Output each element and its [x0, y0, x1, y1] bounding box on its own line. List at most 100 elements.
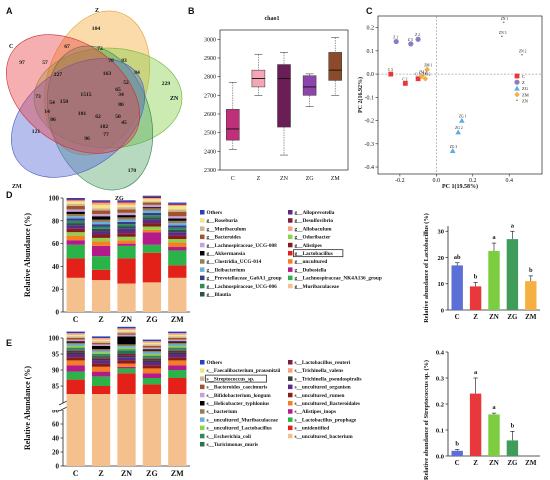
significance-letter: a — [492, 234, 496, 241]
bar-segment-s__Faecalibacterium_prausnitzii — [66, 334, 85, 337]
venn-diagram: Z C ZN ZM ZG 104 97 229 170 121 67 72 57 227 83 16… — [6, 8, 183, 202]
bar-segment-g__Lachnospiraceae_NK4A136_group — [91, 256, 111, 270]
legend-label: Others — [207, 210, 223, 216]
point-ZN: * — [501, 35, 504, 40]
bar-segment-s__bacterium — [66, 342, 85, 345]
bar-segment-s__Lactobacillus_prophage — [66, 371, 85, 380]
bar-ZN — [488, 250, 500, 310]
bar-segment-g__Desulfovibrio — [66, 199, 85, 201]
legend-swatch — [200, 433, 205, 439]
bar-segment-g__Prevotellaceae_Ga6A1_group — [91, 224, 111, 227]
venn-set-zn — [33, 47, 183, 149]
bar-segment-s__Helicobacter_typhlonius — [168, 341, 187, 343]
y-tick-label: 90 — [52, 367, 60, 375]
legend-label: g__Alloprevotella — [295, 210, 335, 216]
bar-segment-s__uncultured_Bacteroidales — [66, 360, 85, 366]
bar-segment-s__uncultured_organism — [142, 362, 162, 366]
legend-marker — [514, 79, 520, 85]
y-tick-label: 2700 — [204, 93, 216, 99]
y-tick-label: 20 — [438, 255, 445, 262]
bar-C — [451, 450, 463, 456]
bar-segment-s__Bacteroides_caecimuris — [117, 333, 136, 335]
legend-swatch — [200, 267, 205, 272]
bar-segment-g__Dubosiella — [66, 240, 85, 245]
bar-segment-s__Bacteroides_caecimuris — [91, 342, 111, 345]
venn-count: 78 — [108, 58, 114, 64]
point-label: Z 3 — [408, 38, 413, 42]
bar-segment-s__Alistipes_inops — [91, 371, 111, 377]
bar-segment-s__Faecalibacterium_prausnitzii — [142, 342, 162, 345]
point-Z — [393, 38, 399, 45]
point-ZN: * — [503, 21, 506, 26]
y-tick-label: -0.4 — [365, 165, 375, 171]
bar-segment-s__Lactobacillus_prophage — [168, 370, 187, 378]
bar-segment-s__Trichinella_pseudospiralis — [66, 352, 85, 354]
bar-segment-s__Alistipes_inops — [66, 365, 85, 372]
legend-label: ZG — [522, 86, 529, 91]
legend-label: g__Clostridia_UCG-014 — [207, 259, 262, 265]
y-tick-label: 60 — [52, 240, 60, 248]
venn-count: 150 — [60, 99, 69, 105]
bar-segment-g__Odoribacter — [66, 232, 85, 236]
point-label: ZM 3 — [419, 70, 427, 74]
bar-segment-s__uncultured_bacterium — [91, 394, 111, 466]
bar-segment-g__Lachnospiraceae_UCG-008 — [117, 212, 136, 216]
venn-count: 102 — [100, 124, 109, 130]
bar-segment-g__Akkermansia — [91, 216, 111, 220]
legend-label: g__Desulfovibrio — [295, 218, 334, 224]
venn-label-zm: ZM — [12, 184, 22, 190]
y-tick-label: 0.3 — [436, 375, 445, 382]
bar-segment-s__Trichinella_pseudospiralis — [168, 352, 187, 354]
bar-segment-g__Odoribacter — [91, 237, 111, 242]
bar-segment-g__Lachnospiraceae_NK4A136_group — [117, 245, 136, 259]
bar-segment-s__bacterium — [142, 350, 162, 353]
legend-label: Others — [207, 360, 223, 366]
bar-segment-s__unidentified — [91, 386, 111, 394]
bar-segment-s__Helicobacter_typhlonius — [91, 346, 111, 350]
legend-swatch — [288, 425, 293, 431]
legend-marker — [514, 85, 520, 91]
bar-segment-g__Ileibacterium — [66, 216, 85, 219]
legend-label: s__Trichinella_pseudospiralis — [295, 376, 362, 382]
bar-segment-s__Trichinella_valens — [91, 338, 111, 340]
legend-label: s__uncultured_rumen — [295, 393, 345, 399]
bar-segment-s__Faecalibacterium_prausnitzii — [168, 334, 187, 337]
legend-label: g__Lachnospiraceae_NK4A136_group — [295, 276, 382, 282]
bar-segment-g__Alloprevotella — [117, 228, 136, 234]
venn-count: 73 — [35, 94, 41, 100]
y-tick-label: 20 — [52, 449, 60, 457]
venn-label-zn: ZN — [170, 96, 179, 102]
venn-count: 50 — [115, 114, 121, 120]
bar-segment-s__uncultured_organism — [66, 354, 85, 358]
bar-segment-g__Alloprevotella — [91, 231, 111, 235]
streptococcus-ylabel: Relative abundance of Streptococcus sp. … — [423, 360, 430, 480]
pcoa-xlabel: PC 1(19.58%) — [442, 183, 478, 190]
bar-segment-s__Trichinella_valens — [117, 328, 136, 330]
bar-segment-g__Akkermansia — [117, 215, 136, 218]
point-label: Z 2 — [415, 33, 420, 37]
venn-count: 72 — [97, 46, 103, 52]
bar-segment-g__Ileibacterium — [168, 223, 187, 226]
legend-label: g__Lachnospiraceae_UCG-008 — [207, 243, 278, 249]
bar-segment-g__Roseburia — [168, 205, 187, 210]
venn-set-c — [6, 34, 140, 154]
venn-count: 170 — [128, 168, 137, 174]
bar-segment-g__Prevotellaceae_Ga6A1_group — [66, 218, 85, 221]
pcoa-scatter: PC 1(19.58%) PC 2(16.92%) -0.2 0.0 0.2 0.4 -… — [357, 15, 543, 190]
bar-segment-s__uncultured_Muribaculaceae — [66, 344, 85, 346]
x-tick-label: ZG — [507, 313, 518, 321]
venn-count: 96 — [84, 136, 90, 142]
y-tick-label: -0.1 — [365, 95, 375, 101]
bar-segment-s__bacterium — [91, 349, 111, 351]
bar-segment-g__Lachnospiraceae_NK4A136_group — [168, 250, 187, 266]
x-tick-label: 0.0 — [433, 178, 441, 184]
bar-segment-g__Lachnospiraceae_UCG-006 — [66, 220, 85, 224]
bar-segment-g__Prevotellaceae_Ga6A1_group — [168, 225, 187, 228]
y-tick-label: 0.1 — [367, 49, 375, 55]
bar-segment-g__Blautia — [66, 223, 85, 226]
venn-count: 227 — [54, 72, 63, 78]
bar-segment-g__Lachnospiraceae_UCG-006 — [142, 215, 162, 218]
bar-C — [451, 265, 463, 310]
legend-swatch — [288, 384, 293, 390]
venn-set-zg — [46, 45, 154, 191]
